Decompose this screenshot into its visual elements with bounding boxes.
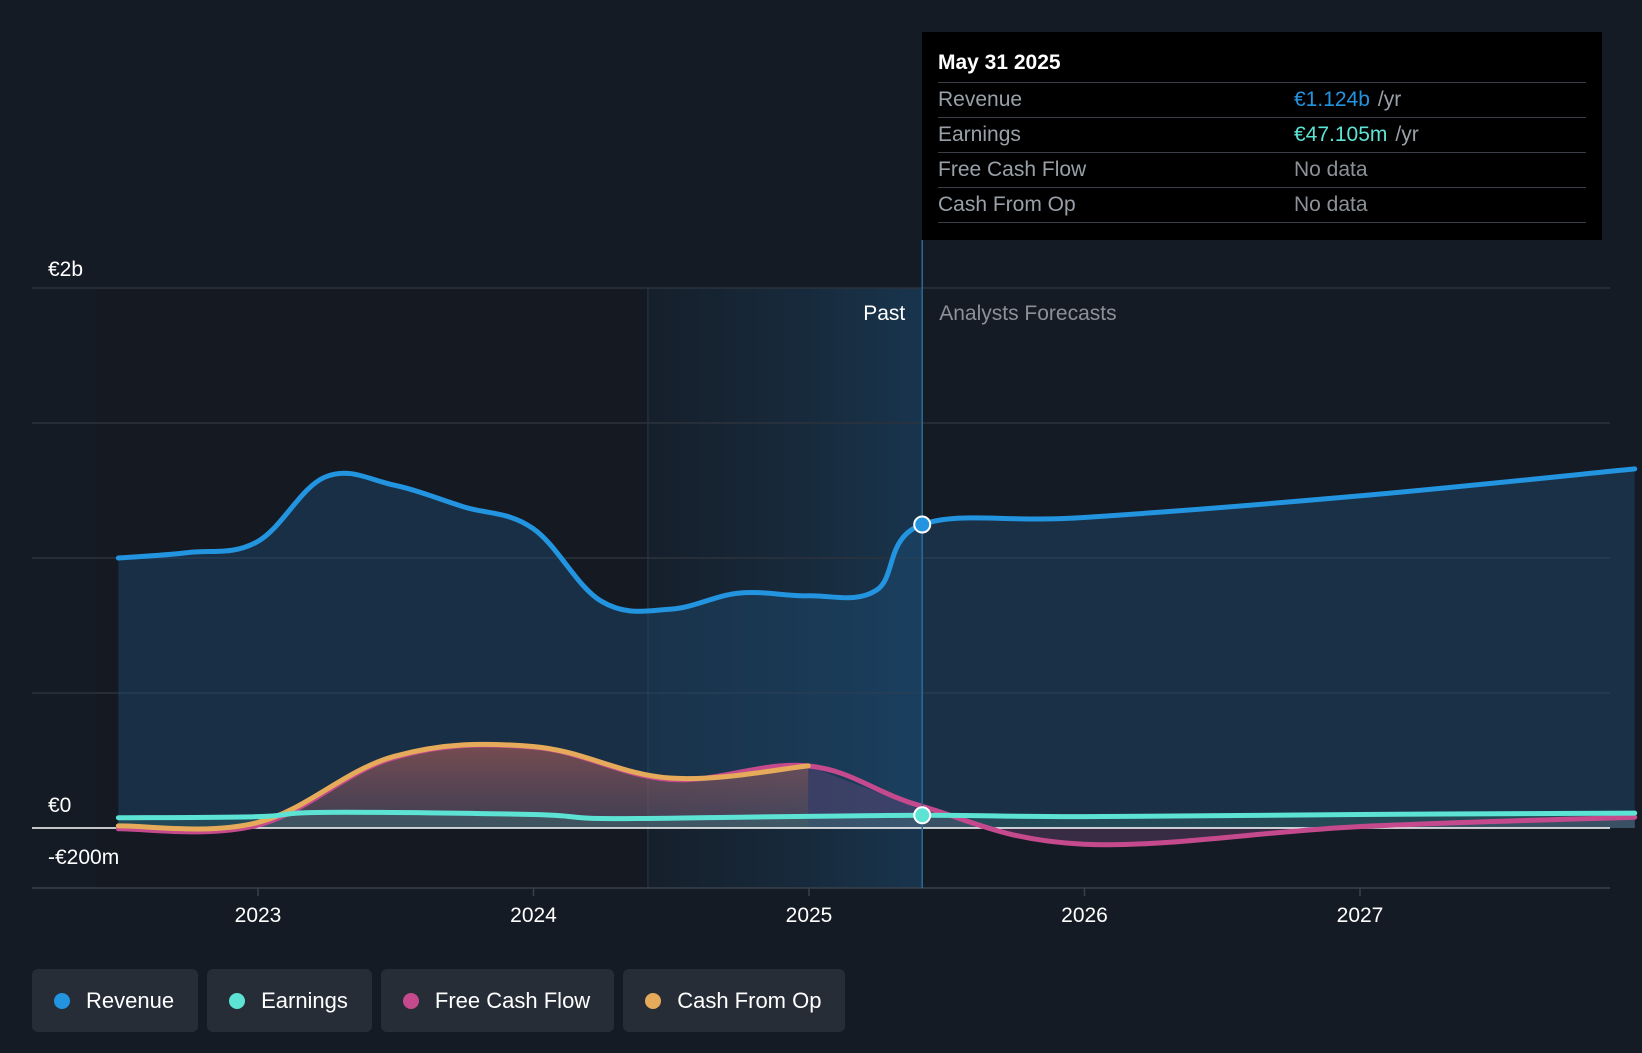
- y-axis-label: €0: [48, 794, 71, 817]
- legend-label: Free Cash Flow: [434, 987, 591, 1013]
- y-axis-label: €2b: [48, 258, 83, 281]
- tooltip-label: Revenue: [938, 88, 1023, 111]
- tooltip-row-free-cash-flow: Free Cash Flow No data: [938, 153, 1586, 188]
- legend-label: Earnings: [261, 987, 348, 1013]
- tooltip-label: Cash From Op: [938, 193, 1076, 216]
- earnings-dot-icon: [229, 992, 246, 1009]
- tooltip-row-revenue: Revenue €1.124b /yr: [938, 83, 1586, 118]
- x-tick-label: 2027: [1337, 904, 1384, 927]
- legend-item-cash-from-op[interactable]: Cash From Op: [623, 969, 846, 1032]
- cash-from-op-line: [115, 741, 811, 832]
- earnings-marker: [913, 806, 932, 825]
- x-tick-label: 2025: [786, 904, 833, 927]
- tooltip-row-earnings: Earnings €47.105m /yr: [938, 118, 1586, 153]
- tooltip-label: Earnings: [938, 123, 1021, 146]
- free-cash-flow-dot-icon: [402, 992, 419, 1009]
- tooltip-value: No data: [1294, 158, 1368, 181]
- legend-item-earnings[interactable]: Earnings: [207, 969, 372, 1032]
- tooltip-panel: May 31 2025 Revenue €1.124b /yr Earnings…: [922, 32, 1602, 240]
- legend-item-revenue[interactable]: Revenue: [32, 969, 199, 1032]
- revenue-dot-icon: [54, 992, 70, 1009]
- legend-label: Cash From Op: [677, 987, 822, 1013]
- earnings-line: [115, 809, 1638, 822]
- tooltip-label: Free Cash Flow: [938, 158, 1087, 181]
- past-label: Past: [863, 302, 905, 325]
- forecast-label: Analysts Forecasts: [939, 302, 1116, 325]
- x-tick-label: 2023: [235, 904, 282, 927]
- legend: Revenue Earnings Free Cash Flow Cash Fro…: [32, 969, 846, 1032]
- x-tick-label: 2024: [510, 904, 557, 927]
- cash-from-op-area: [118, 744, 809, 829]
- legend-item-free-cash-flow[interactable]: Free Cash Flow: [380, 969, 615, 1032]
- cash-from-op-dot-icon: [645, 992, 662, 1009]
- tooltip-date: May 31 2025: [938, 46, 1586, 83]
- tooltip-unit: /yr: [1377, 88, 1402, 111]
- tooltip-unit: /yr: [1395, 123, 1419, 146]
- y-axis-label: -€200m: [48, 846, 119, 869]
- tooltip-row-cash-from-op: Cash From Op No data: [938, 188, 1586, 223]
- revenue-area: [118, 468, 1635, 828]
- tooltip-value: No data: [1294, 193, 1368, 216]
- x-tick-label: 2026: [1061, 904, 1108, 927]
- tooltip-value: €1.124b: [1294, 88, 1370, 111]
- legend-label: Revenue: [86, 987, 175, 1013]
- revenue-line: [115, 466, 1638, 614]
- revenue-marker: [913, 515, 932, 534]
- tooltip-value: €47.105m: [1294, 123, 1388, 146]
